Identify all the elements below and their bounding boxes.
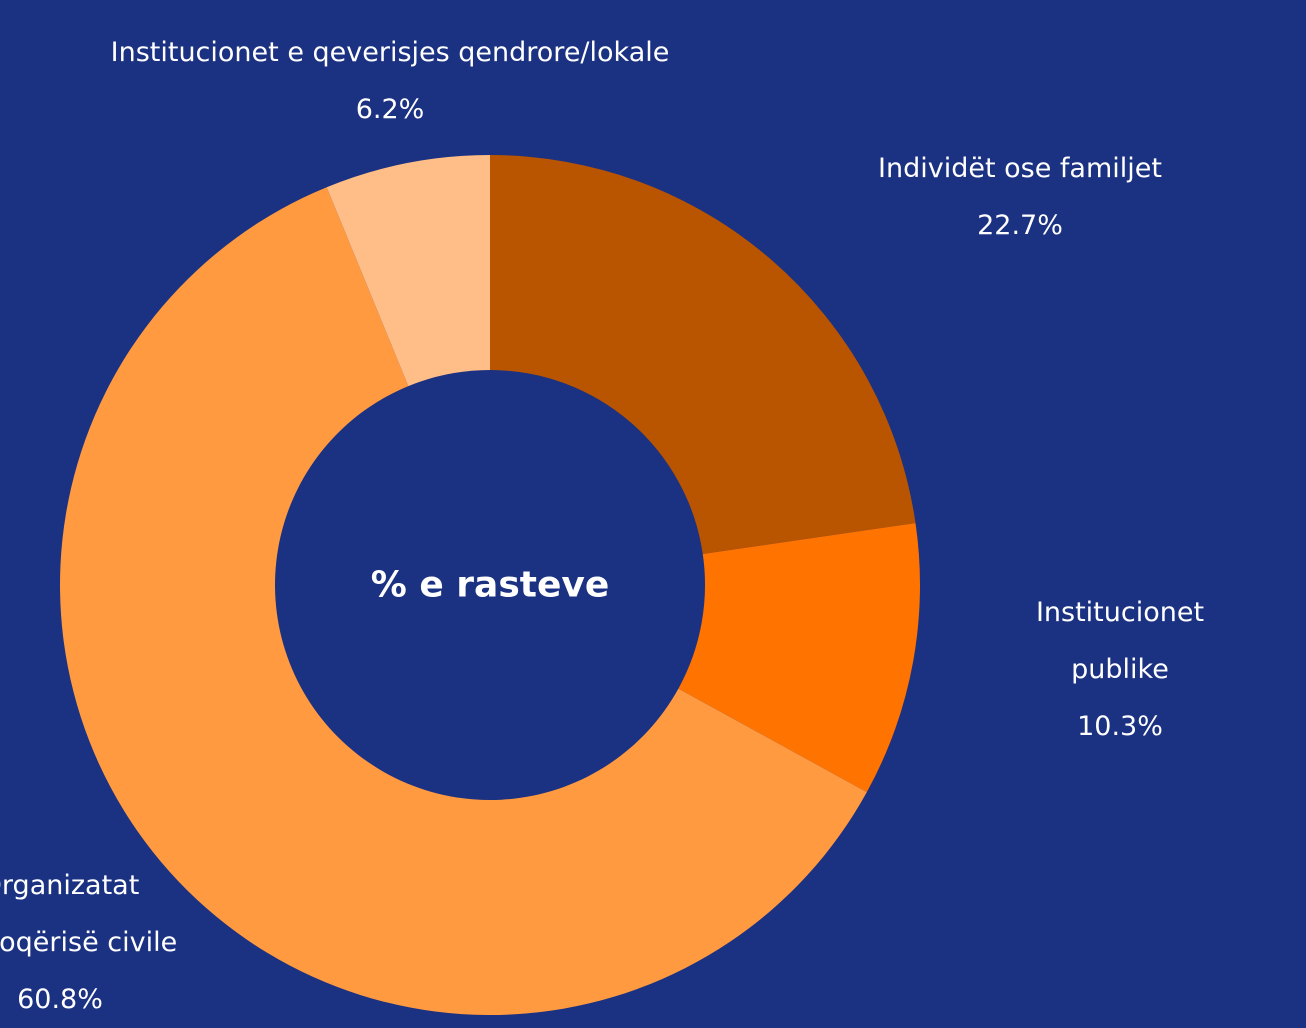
value-label: 10.3%: [1077, 711, 1163, 742]
category-label: Organizatat e shoqërisë civile: [0, 870, 178, 958]
category-label: Institucionet publike: [1035, 597, 1205, 685]
category-label: Institucionet e qeverisjes qendrore/loka…: [110, 37, 670, 68]
donut-slice: [59, 187, 867, 1015]
center-title: % e rasteve: [370, 564, 610, 606]
slice-label: Institucionet publike 10.3%: [1027, 584, 1213, 755]
value-label: 60.8%: [17, 984, 103, 1015]
category-label: Individët ose familjet: [878, 153, 1162, 184]
donut-slice: [490, 155, 916, 555]
donut-slice: [678, 523, 920, 793]
donut-slice: [326, 155, 490, 387]
value-label: 6.2%: [355, 94, 425, 125]
slice-label: Organizatat e shoqërisë civile 60.8%: [0, 857, 177, 1028]
slice-label: Individët ose familjet 22.7%: [878, 140, 1162, 254]
slice-label: Institucionet e qeverisjes qendrore/loka…: [111, 24, 670, 138]
value-label: 22.7%: [977, 210, 1063, 241]
